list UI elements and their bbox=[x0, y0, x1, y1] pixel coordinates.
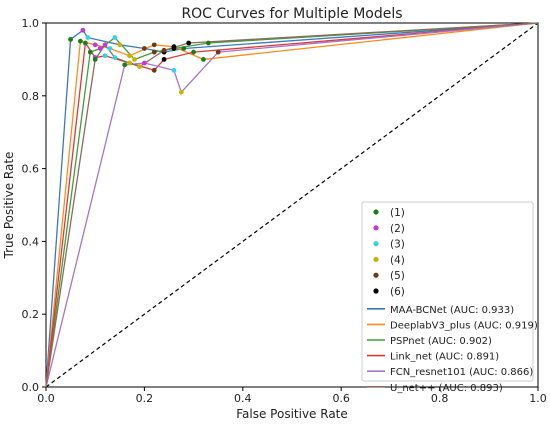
legend-series-label: DeeplabV3_plus (AUC: 0.919) bbox=[390, 320, 538, 331]
threshold-point bbox=[78, 38, 83, 44]
legend-marker-swatch bbox=[373, 256, 379, 262]
threshold-point bbox=[127, 60, 133, 66]
series-markers bbox=[68, 27, 221, 95]
threshold-point bbox=[112, 35, 118, 40]
legend-series-label: FCN_resnet101 (AUC: 0.866) bbox=[390, 367, 533, 378]
threshold-point bbox=[92, 42, 98, 48]
legend-marker-label: (5) bbox=[390, 270, 405, 282]
legend-marker-swatch bbox=[373, 272, 379, 278]
legend-box bbox=[361, 201, 534, 382]
y-tick-label: 0.8 bbox=[22, 90, 40, 103]
threshold-point bbox=[186, 40, 192, 46]
legend-marker-swatch bbox=[373, 241, 379, 247]
threshold-point bbox=[161, 47, 167, 53]
threshold-point bbox=[142, 60, 147, 66]
legend: (1) (2) (3) (4) (5) (6) MAA-BCNet (AUC: 0.933)… bbox=[361, 201, 538, 394]
chart-title: ROC Curves for Multiple Models bbox=[181, 6, 402, 22]
x-tick-label: 0.0 bbox=[37, 392, 55, 405]
y-tick-label: 0.2 bbox=[22, 308, 40, 321]
threshold-point bbox=[215, 49, 221, 55]
threshold-point bbox=[151, 42, 157, 48]
threshold-point bbox=[122, 62, 128, 68]
threshold-point bbox=[178, 89, 184, 95]
threshold-point bbox=[132, 57, 137, 62]
x-tick-label: 0.2 bbox=[136, 392, 154, 405]
legend-marker-swatch bbox=[373, 288, 379, 294]
legend-marker-swatch bbox=[373, 225, 379, 231]
threshold-point bbox=[142, 46, 147, 51]
threshold-point bbox=[171, 46, 177, 51]
threshold-point bbox=[87, 49, 93, 55]
x-tick-label: 0.6 bbox=[332, 392, 350, 405]
legend-series-label: PSPnet (AUC: 0.902) bbox=[390, 336, 492, 347]
y-tick-label: 1.0 bbox=[22, 17, 40, 30]
legend-marker-label: (2) bbox=[390, 223, 405, 235]
legend-marker-label: (1) bbox=[390, 207, 405, 219]
threshold-point bbox=[102, 53, 108, 59]
threshold-point bbox=[85, 35, 91, 40]
threshold-point bbox=[181, 46, 187, 51]
legend-marker-label: (4) bbox=[390, 254, 405, 266]
threshold-point bbox=[112, 55, 118, 60]
threshold-point bbox=[151, 49, 157, 55]
threshold-point bbox=[92, 57, 98, 62]
legend-series-label: Link_net (AUC: 0.891) bbox=[390, 352, 499, 363]
threshold-point bbox=[161, 57, 167, 62]
y-tick-label: 0.0 bbox=[22, 381, 40, 394]
threshold-point bbox=[201, 57, 206, 62]
x-tick-label: 1.0 bbox=[529, 392, 547, 405]
legend-series-label: U_net++ (AUC: 0.893) bbox=[390, 383, 503, 394]
legend-marker-label: (3) bbox=[390, 239, 405, 251]
legend-marker-swatch bbox=[373, 209, 379, 215]
threshold-point bbox=[68, 36, 73, 42]
threshold-point bbox=[80, 27, 86, 33]
y-axis-ticks: 0.0 0.2 0.4 0.6 0.8 1.0 bbox=[22, 17, 46, 394]
legend-series-label: MAA-BCNet (AUC: 0.933) bbox=[390, 305, 514, 316]
legend-marker-label: (6) bbox=[390, 286, 405, 298]
x-tick-label: 0.8 bbox=[431, 392, 449, 405]
threshold-point bbox=[151, 67, 157, 73]
threshold-point bbox=[191, 49, 197, 55]
y-tick-label: 0.6 bbox=[22, 163, 40, 176]
threshold-point bbox=[107, 46, 113, 51]
threshold-point bbox=[102, 42, 108, 48]
threshold-point bbox=[97, 46, 103, 51]
threshold-point bbox=[127, 53, 133, 59]
y-axis-label: True Positive Rate bbox=[2, 152, 16, 260]
threshold-point bbox=[117, 42, 123, 48]
threshold-point bbox=[171, 67, 177, 73]
plot-frame bbox=[45, 22, 539, 388]
x-tick-label: 0.4 bbox=[234, 392, 252, 405]
x-axis-label: False Positive Rate bbox=[236, 407, 348, 421]
threshold-point bbox=[137, 64, 142, 70]
y-tick-label: 0.4 bbox=[22, 235, 40, 248]
x-axis-ticks: 0.0 0.2 0.4 0.6 0.8 1.0 bbox=[37, 387, 547, 405]
threshold-point bbox=[82, 40, 88, 46]
threshold-point bbox=[205, 40, 211, 46]
